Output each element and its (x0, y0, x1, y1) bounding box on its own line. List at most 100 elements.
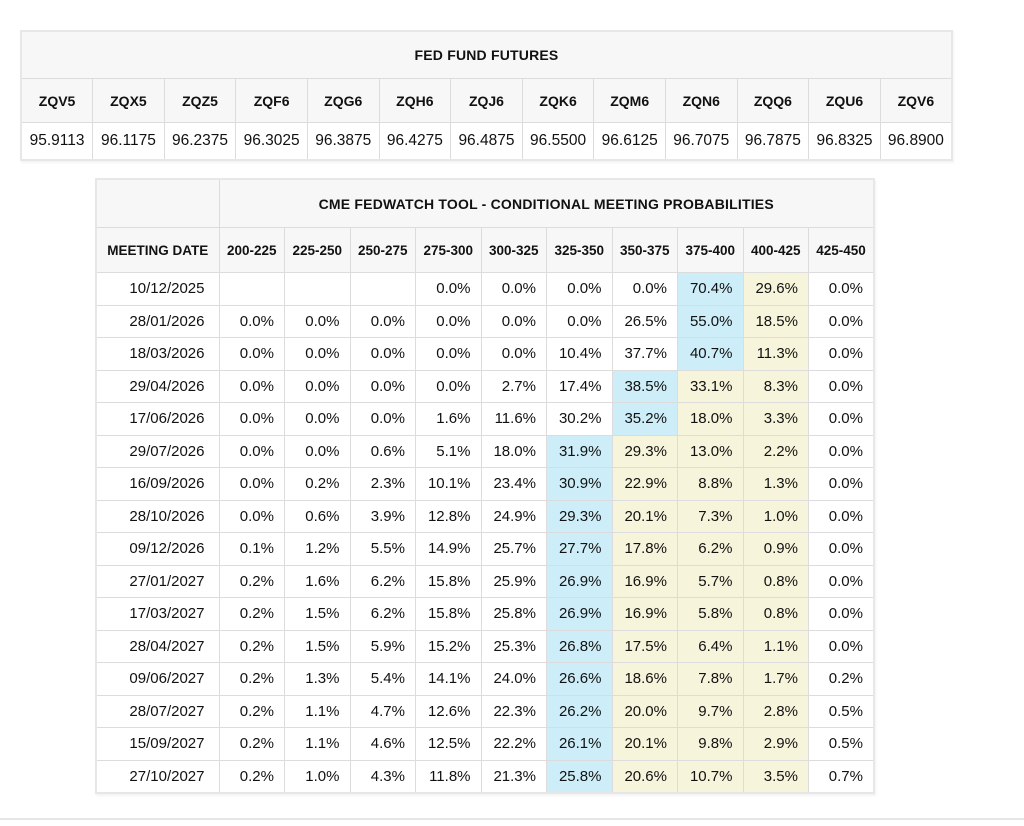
fedwatch-row: 15/09/2027 0.2% 1.1% 4.6% 12.5% 22.2% 26.1% 20.… (95, 727, 875, 761)
probability-cell: 18.6% (611, 662, 678, 696)
probability-cell: 0.0% (284, 369, 351, 403)
probability-cell: 10.7% (677, 759, 744, 794)
fedwatch-row: 16/09/2026 0.0% 0.2% 2.3% 10.1% 23.4% 30.9% 22.… (95, 467, 875, 501)
futures-price-row: 95.9113 96.1175 96.2375 96.3025 96.3875 96.42… (20, 122, 953, 161)
futures-price-cell: 96.8325 (808, 122, 881, 161)
probability-cell: 26.6% (546, 662, 613, 696)
probability-cell: 0.0% (546, 304, 613, 338)
probability-cell: 0.0% (808, 532, 875, 566)
probability-cell: 0.0% (218, 337, 285, 371)
probability-cell: 0.2% (218, 694, 285, 728)
futures-price-cell: 96.5500 (521, 122, 595, 161)
futures-contract-header: ZQU6 (808, 78, 881, 123)
meeting-date-cell: 09/06/2027 (95, 662, 220, 696)
futures-contract-header: ZQH6 (378, 78, 452, 123)
probability-cell: 12.6% (415, 694, 482, 728)
futures-contract-header: ZQQ6 (736, 78, 810, 123)
meeting-date-cell: 27/10/2027 (95, 759, 220, 794)
probability-cell: 0.0% (218, 369, 285, 403)
fedwatch-row: 28/04/2027 0.2% 1.5% 5.9% 15.2% 25.3% 26.8% 17.… (95, 629, 875, 663)
probability-cell: 5.1% (415, 434, 482, 468)
probability-cell: 5.9% (349, 629, 416, 663)
probability-cell: 1.0% (284, 759, 351, 794)
probability-cell: 1.0% (742, 499, 809, 533)
probability-cell: 0.9% (742, 532, 809, 566)
futures-contract-header: ZQJ6 (450, 78, 523, 123)
probability-cell: 0.8% (742, 597, 809, 631)
probability-cell: 33.1% (677, 369, 744, 403)
probability-cell: 0.0% (480, 304, 547, 338)
probability-cell: 4.7% (349, 694, 416, 728)
probability-cell: 0.0% (415, 369, 482, 403)
probability-cell: 14.1% (415, 662, 482, 696)
probability-cell: 7.8% (677, 662, 744, 696)
probability-cell: 20.1% (611, 499, 678, 533)
probability-cell: 0.0% (415, 337, 482, 371)
futures-contract-header: ZQK6 (521, 78, 595, 123)
probability-cell: 1.6% (415, 402, 482, 436)
futures-contract-header: ZQG6 (306, 78, 380, 123)
probability-cell: 17.4% (546, 369, 613, 403)
meeting-date-cell: 28/04/2027 (95, 629, 220, 663)
probability-cell: 0.6% (284, 499, 351, 533)
probability-cell: 5.8% (677, 597, 744, 631)
probability-cell: 37.7% (611, 337, 678, 371)
probability-cell: 0.2% (218, 662, 285, 696)
probability-cell: 3.9% (349, 499, 416, 533)
fedwatch-title-row: CME FEDWATCH TOOL - CONDITIONAL MEETING … (95, 178, 875, 228)
probability-cell: 12.5% (415, 727, 482, 761)
probability-cell: 11.8% (415, 759, 482, 794)
rate-range-header: 200-225 (218, 227, 285, 273)
futures-table: FED FUND FUTURES ZQV5 ZQX5 ZQZ5 ZQF6 ZQG6 ZQH… (20, 30, 953, 161)
probability-cell: 20.0% (611, 694, 678, 728)
fedwatch-row: 18/03/2026 0.0% 0.0% 0.0% 0.0% 0.0% 10.4% 37.7%… (95, 337, 875, 371)
probability-cell: 22.2% (480, 727, 547, 761)
fedwatch-row: 29/07/2026 0.0% 0.0% 0.6% 5.1% 18.0% 31.9% 29.3… (95, 434, 875, 468)
fedwatch-row: 28/01/2026 0.0% 0.0% 0.0% 0.0% 0.0% 0.0% 26.5% 5… (95, 304, 875, 338)
probability-cell: 0.0% (808, 272, 875, 306)
meeting-date-cell: 17/03/2027 (95, 597, 220, 631)
probability-cell: 6.2% (677, 532, 744, 566)
meeting-date-cell: 09/12/2026 (95, 532, 220, 566)
probability-cell: 25.3% (480, 629, 547, 663)
probability-cell: 0.0% (284, 434, 351, 468)
futures-price-cell: 96.3875 (306, 122, 380, 161)
probability-cell: 1.1% (284, 694, 351, 728)
probability-cell: 10.4% (546, 337, 613, 371)
meeting-date-cell: 17/06/2026 (95, 402, 220, 436)
probability-cell: 22.9% (611, 467, 678, 501)
futures-contract-header: ZQV5 (20, 78, 94, 123)
probability-cell: 0.0% (808, 629, 875, 663)
probability-cell: 1.5% (284, 597, 351, 631)
probability-cell: 10.1% (415, 467, 482, 501)
probability-cell: 0.0% (218, 304, 285, 338)
probability-cell: 25.8% (546, 759, 613, 794)
futures-contract-header: ZQX5 (92, 78, 165, 123)
fedwatch-row: 10/12/2025 0.0% 0.0% 0.0% 0.0% 70.4% 29.6% 0.0% (95, 272, 875, 306)
probability-cell: 0.0% (480, 272, 547, 306)
probability-cell: 4.3% (349, 759, 416, 794)
probability-cell: 17.5% (611, 629, 678, 663)
fedwatch-row: 09/12/2026 0.1% 1.2% 5.5% 14.9% 25.7% 27.7% 17.… (95, 532, 875, 566)
probability-cell: 0.1% (218, 532, 285, 566)
probability-cell: 11.6% (480, 402, 547, 436)
fedwatch-row: 27/01/2027 0.2% 1.6% 6.2% 15.8% 25.9% 26.9% 16.… (95, 564, 875, 598)
probability-cell: 70.4% (677, 272, 744, 306)
probability-cell: 35.2% (611, 402, 678, 436)
futures-price-cell: 96.3025 (235, 122, 308, 161)
probability-cell: 0.0% (349, 304, 416, 338)
probability-cell: 2.2% (742, 434, 809, 468)
probability-cell: 1.1% (742, 629, 809, 663)
probability-cell (349, 272, 416, 306)
probability-cell: 0.0% (415, 304, 482, 338)
probability-cell: 13.0% (677, 434, 744, 468)
rate-range-header: 250-275 (349, 227, 416, 273)
probability-cell: 24.0% (480, 662, 547, 696)
probability-cell: 29.6% (742, 272, 809, 306)
meeting-date-cell: 29/07/2026 (95, 434, 220, 468)
probability-cell: 40.7% (677, 337, 744, 371)
probability-cell: 3.3% (742, 402, 809, 436)
futures-contract-header: ZQN6 (664, 78, 738, 123)
probability-cell: 7.3% (677, 499, 744, 533)
fedwatch-row: 28/07/2027 0.2% 1.1% 4.7% 12.6% 22.3% 26.2% 20.… (95, 694, 875, 728)
